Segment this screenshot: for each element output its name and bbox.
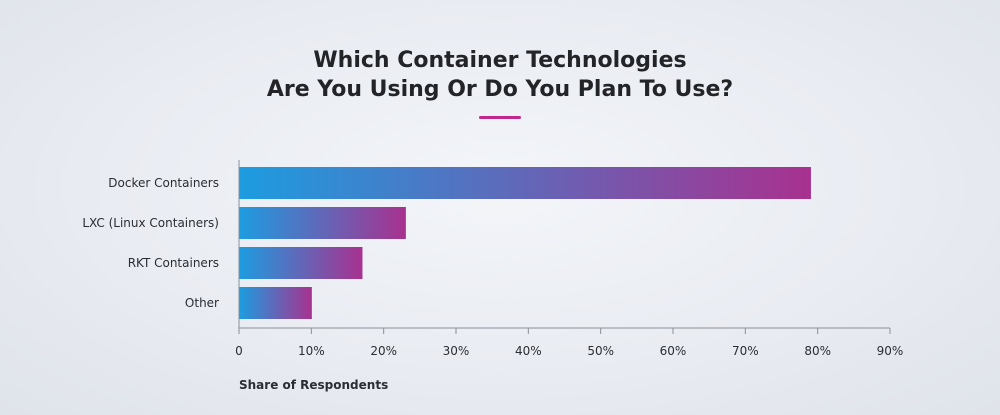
x-axis-title: Share of Respondents [239,378,389,392]
x-tick-label: 80% [804,344,831,358]
x-tick-label: 50% [587,344,614,358]
x-tick-label: 60% [660,344,687,358]
title-accent-bar [479,116,521,119]
x-tick-label: 10% [298,344,325,358]
bar-rkt-containers [239,247,363,279]
category-label: Other [185,296,219,310]
x-tick-label: 30% [443,344,470,358]
x-tick-labels: 0 10% 20% 30% 40% 50% 60% 70% 80% 90% [235,344,903,358]
category-label: RKT Containers [128,256,219,270]
bar-docker-containers [239,167,811,199]
axes [238,160,891,334]
x-tick-label: 40% [515,344,542,358]
x-tick-label: 20% [370,344,397,358]
x-tick-label: 70% [732,344,759,358]
bars-layer [239,167,811,319]
x-tick-label: 0 [235,344,243,358]
category-label: Docker Containers [108,176,219,190]
chart-title-line-2: Are You Using Or Do You Plan To Use? [266,77,734,102]
bar-lxc-linux-containers [239,207,406,239]
category-label: LXC (Linux Containers) [82,216,219,230]
chart-title-line-1: Which Container Technologies [313,48,687,73]
category-labels: Docker Containers LXC (Linux Containers) R… [82,176,219,310]
chart-title: Which Container Technologies Are You Usi… [0,46,1000,104]
bar-other [239,287,312,319]
x-tick-label: 90% [877,344,904,358]
